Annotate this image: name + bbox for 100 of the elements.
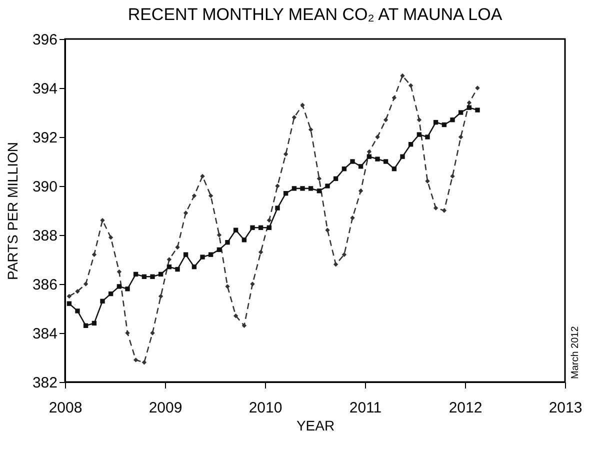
point [275,206,280,210]
point [442,208,447,213]
chart-title: RECENT MONTHLY MEAN CO₂ AT MAUNA LOA [128,5,503,24]
point [108,291,114,296]
point [266,218,272,223]
y-tick-label: 386 [32,276,58,294]
point [350,159,355,164]
x-tick-label: 2011 [349,400,382,416]
point [100,218,105,223]
point [416,132,422,137]
point [133,358,138,362]
point [425,134,430,140]
point [125,330,130,336]
point [283,152,288,156]
point [416,118,422,122]
point [108,235,114,240]
point [292,115,297,120]
x-tick-label: 2009 [148,400,182,416]
point [383,118,388,122]
point [342,166,347,172]
point [242,323,247,328]
point [300,102,305,108]
point [366,154,372,159]
point [200,254,205,260]
point [275,184,280,188]
point [92,252,97,257]
point [216,232,222,238]
point [175,266,180,272]
x-tick-label: 2010 [248,400,282,416]
point [158,294,164,299]
point [166,257,172,262]
x-tick-label: 2012 [448,400,482,416]
point [458,110,464,115]
point [258,250,264,254]
point [358,188,364,194]
point [283,191,288,196]
point [408,142,414,147]
point [83,323,88,328]
y-tick-label: 382 [32,374,58,392]
point [325,184,330,188]
point [142,360,147,365]
point [308,127,314,132]
point [75,289,80,294]
point [375,134,380,140]
point [458,134,464,140]
point [250,282,255,286]
point [125,286,130,292]
point [433,206,438,210]
point [75,308,80,314]
y-tick-label: 390 [32,178,58,196]
point [225,284,230,289]
point [192,264,197,270]
point [316,176,322,181]
point [450,118,455,122]
point [333,262,338,267]
point [375,156,380,162]
point [225,240,230,245]
point [383,159,388,164]
x-tick-label: 2008 [48,400,82,416]
point [350,216,355,220]
point [266,225,272,230]
point [216,247,222,252]
point [200,174,205,179]
point [133,272,138,277]
point [116,269,122,274]
point [175,244,180,250]
point [366,149,372,154]
point [66,301,72,306]
point [166,264,172,270]
point [233,314,238,318]
point [342,252,347,257]
point [292,186,297,191]
point [258,225,264,230]
point [425,178,430,184]
point [192,193,197,198]
point [466,105,472,110]
point [450,174,455,179]
point [92,320,97,326]
x-axis-title: YEAR [296,418,335,434]
point [400,73,405,78]
point [116,284,122,289]
point [475,108,480,112]
point [433,120,438,125]
point [408,83,414,88]
y-axis-title: PARTS PER MILLION [4,142,20,280]
point [333,176,338,181]
point [400,154,405,159]
point [233,228,238,232]
point [475,86,480,90]
point [83,282,88,286]
point [442,122,447,128]
point [208,252,214,257]
point [183,210,188,216]
point [208,193,214,198]
point [66,294,72,299]
point [308,186,314,191]
x-tick-label: 2013 [548,400,582,416]
y-tick-label: 384 [32,326,58,342]
point [316,188,322,194]
y-tick-label: 394 [32,80,58,98]
